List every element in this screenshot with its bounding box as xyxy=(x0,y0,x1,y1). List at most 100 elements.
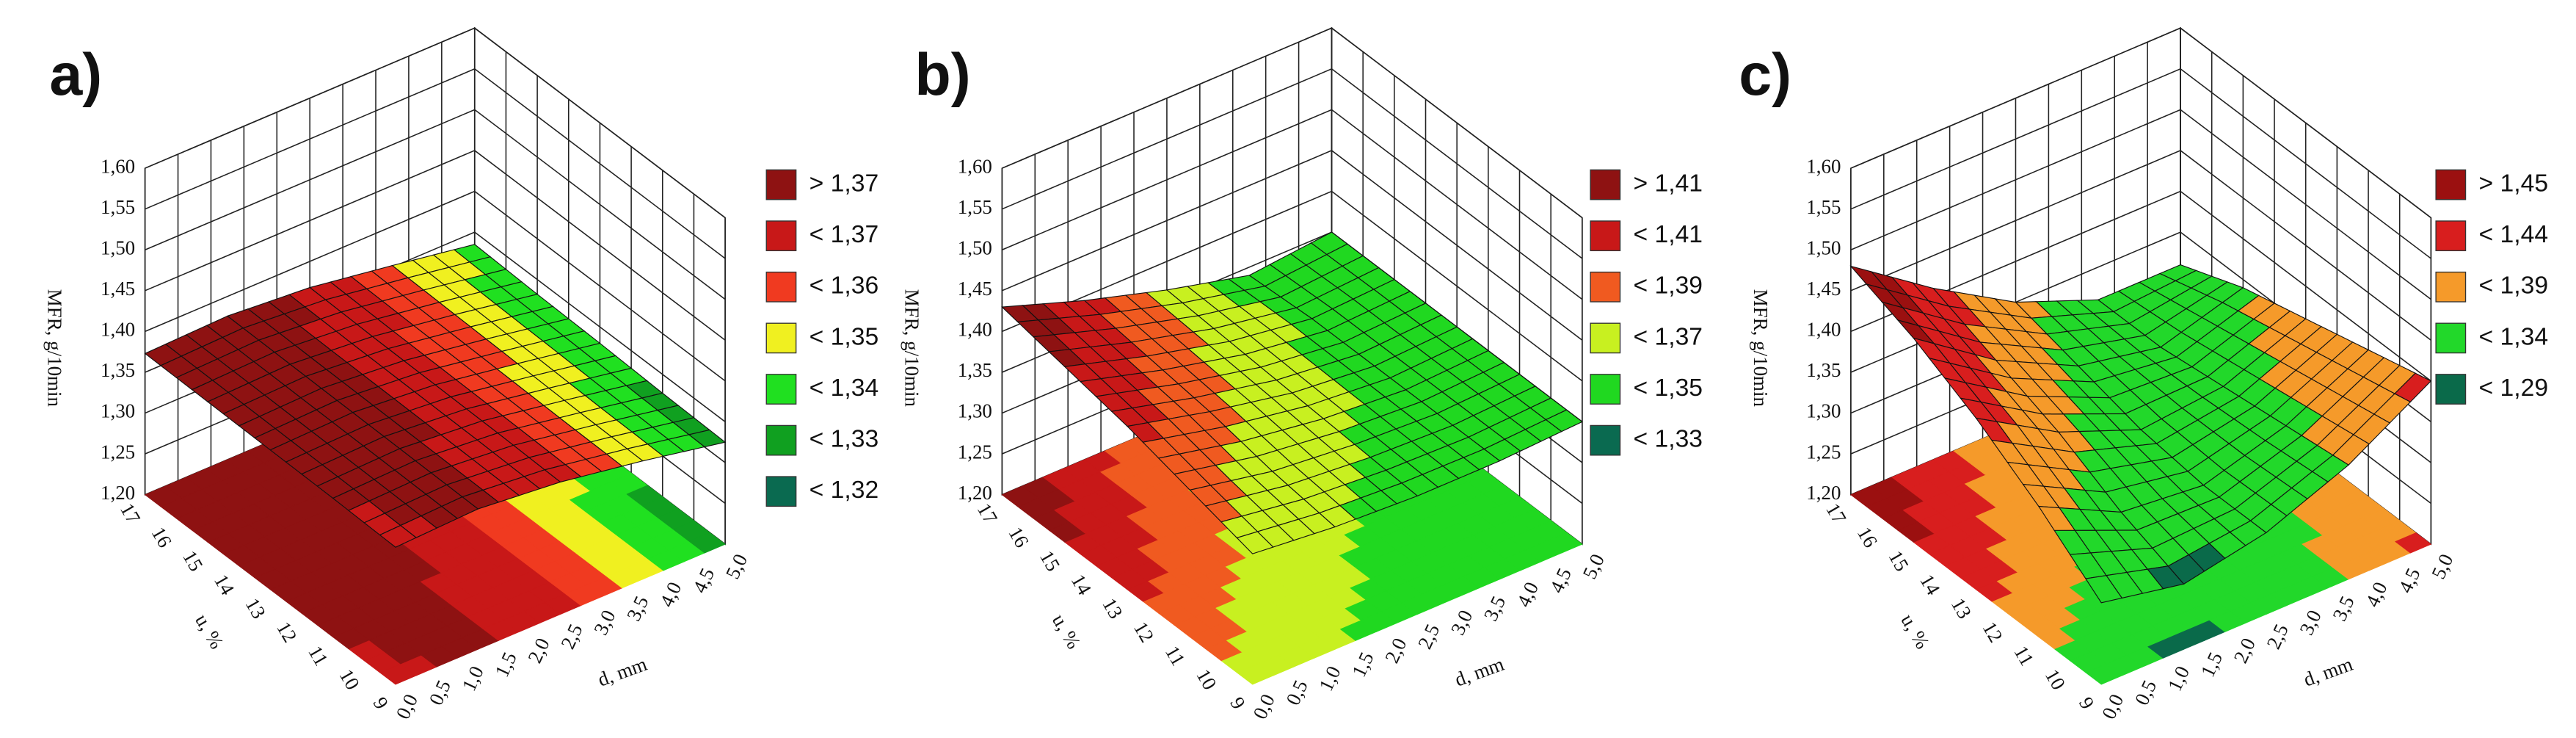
legend-swatch xyxy=(1590,271,1621,303)
z-tick-label: 1,35 xyxy=(958,359,992,381)
legend-label: < 1,32 xyxy=(809,477,879,504)
legend-label: < 1,39 xyxy=(2479,272,2549,300)
panel: 1,20 1,25 1,30 1,35 1,40 1,45 1,50 1,55 1,60 0,0 0… xyxy=(1739,26,2549,723)
y-tick-label: 15 xyxy=(1036,547,1064,575)
legend-swatch xyxy=(765,322,797,354)
surface-patch xyxy=(1236,531,1274,554)
y-tick-label: 16 xyxy=(1004,523,1033,551)
grid-line xyxy=(1850,68,2431,259)
z-tick-label: 1,55 xyxy=(101,196,135,218)
x-tick-label: 3,5 xyxy=(2328,593,2358,624)
legend-label: > 1,41 xyxy=(1633,170,1703,197)
legend-swatch xyxy=(1590,374,1621,405)
y-tick-label: 15 xyxy=(178,547,207,575)
legend-swatch xyxy=(2435,374,2467,405)
x-tick-label: 1,0 xyxy=(1314,662,1345,694)
y-tick-label: 11 xyxy=(2009,642,2038,669)
x-tick-label: 2,5 xyxy=(556,621,586,652)
z-tick-label: 1,50 xyxy=(1806,236,1841,258)
legend-label: < 1,34 xyxy=(2479,323,2549,350)
panel: 1,20 1,25 1,30 1,35 1,40 1,45 1,50 1,55 1,60 0,0 0… xyxy=(44,26,879,723)
z-tick-label: 1,35 xyxy=(101,359,135,381)
grid-line xyxy=(145,27,726,219)
x-tick-label: 2,5 xyxy=(1413,621,1444,652)
legend-label: < 1,36 xyxy=(809,272,879,300)
x-axis-title: d, mm xyxy=(1452,653,1507,691)
legend-swatch xyxy=(1590,169,1621,200)
legend-label: < 1,39 xyxy=(1633,272,1703,300)
legend-label: < 1,33 xyxy=(809,426,879,453)
x-tick-label: 2,0 xyxy=(2230,634,2260,666)
y-tick-label: 16 xyxy=(148,523,176,551)
x-tick-label: 3,5 xyxy=(622,593,652,624)
legend-label: < 1,33 xyxy=(1633,426,1703,453)
legend-label: > 1,37 xyxy=(809,170,879,197)
x-tick-label: 4,5 xyxy=(688,565,718,596)
x-tick-label: 5,0 xyxy=(1579,551,1609,582)
x-tick-label: 0,5 xyxy=(1281,677,1311,709)
x-tick-label: 0,5 xyxy=(425,677,455,709)
legend-swatch xyxy=(2435,322,2467,354)
y-tick-label: 10 xyxy=(335,665,364,693)
legend-label: > 1,45 xyxy=(2479,170,2549,197)
legend-swatch xyxy=(1590,220,1621,252)
x-tick-label: 1,5 xyxy=(490,648,520,680)
z-tick-label: 1,55 xyxy=(958,196,992,218)
grid-line xyxy=(1850,27,2431,219)
x-tick-label: 4,5 xyxy=(1546,565,1576,596)
z-tick-label: 1,30 xyxy=(101,400,135,422)
y-tick-label: 12 xyxy=(1978,618,2006,646)
x-tick-label: 4,0 xyxy=(655,579,685,610)
legend-label: < 1,35 xyxy=(809,323,879,350)
x-tick-label: 4,5 xyxy=(2394,565,2424,596)
panel-label: a) xyxy=(49,42,102,108)
x-tick-label: 1,5 xyxy=(2197,648,2227,680)
y-tick-label: 14 xyxy=(210,571,239,599)
z-axis-title: MFR, g/10min xyxy=(1750,289,1772,408)
legend-label: < 1,35 xyxy=(1633,375,1703,402)
legend-label: < 1,41 xyxy=(1633,221,1703,248)
y-axis-title: u, % xyxy=(191,610,228,653)
z-tick-label: 1,30 xyxy=(1806,400,1841,422)
panel-label: c) xyxy=(1739,42,1791,108)
z-axis-title: MFR, g/10min xyxy=(900,289,923,408)
z-tick-label: 1,60 xyxy=(101,155,135,177)
panel: 1,20 1,25 1,30 1,35 1,40 1,45 1,50 1,55 1,60 0,0 0… xyxy=(900,26,1703,723)
y-tick-label: 13 xyxy=(241,594,270,622)
legend-swatch xyxy=(765,424,797,456)
z-axis-title: MFR, g/10min xyxy=(44,289,66,408)
legend-swatch xyxy=(765,271,797,303)
legend-swatch xyxy=(765,476,797,507)
legend-swatch xyxy=(1590,322,1621,354)
x-tick-label: 1,0 xyxy=(457,662,487,694)
z-tick-label: 1,55 xyxy=(1806,196,1841,218)
x-tick-label: 3,0 xyxy=(2295,607,2325,638)
y-tick-label: 14 xyxy=(1915,571,1945,599)
legend-label: < 1,37 xyxy=(809,221,879,248)
x-axis-title: d, mm xyxy=(2301,653,2356,691)
y-tick-label: 9 xyxy=(2075,693,2099,713)
x-tick-label: 5,0 xyxy=(2427,551,2457,582)
legend-swatch xyxy=(765,169,797,200)
x-tick-label: 3,0 xyxy=(589,607,619,638)
y-tick-label: 15 xyxy=(1884,547,1913,575)
x-tick-label: 3,0 xyxy=(1447,607,1477,638)
x-tick-label: 2,0 xyxy=(523,634,553,666)
y-tick-label: 12 xyxy=(1129,618,1158,646)
z-tick-label: 1,30 xyxy=(958,400,992,422)
y-tick-label: 16 xyxy=(1853,523,1882,551)
panel-label: b) xyxy=(914,42,970,108)
x-tick-label: 4,0 xyxy=(1513,579,1543,610)
z-tick-label: 1,25 xyxy=(101,441,135,463)
z-tick-label: 1,45 xyxy=(1806,278,1841,300)
z-tick-label: 1,20 xyxy=(1806,482,1841,504)
z-tick-label: 1,50 xyxy=(958,236,992,258)
legend-label: < 1,29 xyxy=(2479,375,2549,402)
legend-label: < 1,37 xyxy=(1633,323,1703,350)
z-tick-label: 1,25 xyxy=(1806,441,1841,463)
grid-line xyxy=(1002,27,1583,219)
y-tick-label: 10 xyxy=(1192,665,1220,693)
y-tick-label: 9 xyxy=(1226,693,1250,713)
grid-line xyxy=(145,68,726,259)
